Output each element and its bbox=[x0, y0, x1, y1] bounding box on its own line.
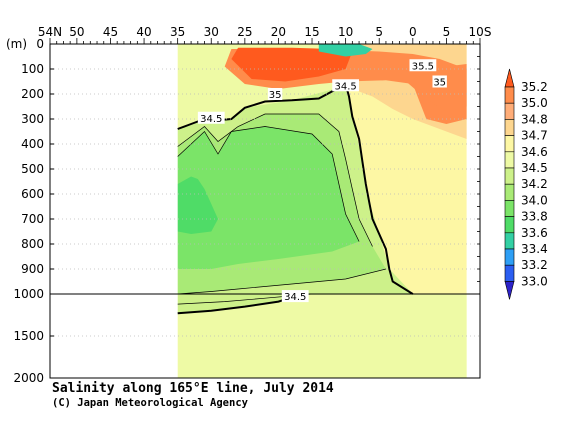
contour-label: 35 bbox=[269, 90, 282, 101]
region-intermediate-core bbox=[177, 176, 218, 234]
colorbar-label: 34.5 bbox=[521, 161, 548, 175]
x-tick-label: 10 bbox=[338, 25, 353, 39]
colorbar: 35.2 35.0 34.8 34.7 34.6 34.5 34.2 34.0 33.8 33.6… bbox=[504, 68, 548, 300]
title-block: Salinity along 165°E line, July 2014 (C)… bbox=[52, 381, 334, 410]
colorbar-swatch bbox=[504, 264, 515, 282]
contour-label: 35 bbox=[433, 78, 446, 89]
colorbar-bottom-arrow bbox=[504, 281, 515, 300]
region-equatorial-max bbox=[406, 64, 467, 112]
colorbar-swatch bbox=[504, 151, 515, 169]
contour-label: 34.5 bbox=[284, 292, 306, 303]
colorbar-label: 34.7 bbox=[521, 129, 548, 143]
contour-thin-1 bbox=[177, 113, 373, 247]
depth-axis: (m) 0 100 200 300 400 500 600 700 800 900 1000 1500 2… bbox=[6, 37, 480, 385]
x-tick-label: 20 bbox=[271, 25, 286, 39]
y-tick-label: 1000 bbox=[13, 287, 44, 301]
colorbar-label: 33.2 bbox=[521, 258, 548, 272]
colorbar-label: 33.6 bbox=[521, 226, 548, 240]
x-tick-label: 50 bbox=[69, 25, 84, 39]
x-tick-label: 30 bbox=[204, 25, 219, 39]
y-tick-label: 200 bbox=[21, 87, 44, 101]
colorbar-label: 34.8 bbox=[521, 112, 548, 126]
x-tick-label: 5 bbox=[375, 25, 383, 39]
x-tick-label: 45 bbox=[103, 25, 118, 39]
contour-label-bg bbox=[432, 75, 447, 88]
no-data-north bbox=[50, 44, 178, 378]
colorbar-top-arrow bbox=[504, 68, 515, 88]
contour-labels: 34.5 35 34.5 35.5 35 34.5 bbox=[197, 59, 447, 303]
colorbar-label: 33.0 bbox=[521, 274, 548, 288]
x-tick-label: 25 bbox=[237, 25, 252, 39]
chart-credit: (C) Japan Meteorological Agency bbox=[52, 397, 248, 409]
colorbar-swatch bbox=[504, 248, 515, 266]
colorbar-swatch bbox=[504, 86, 515, 104]
contour-label-bg bbox=[409, 59, 437, 72]
x-tick-label: 10S bbox=[469, 25, 492, 39]
x-tick-label: 40 bbox=[136, 25, 151, 39]
y-tick-label: 400 bbox=[21, 137, 44, 151]
y-tick-label: 0 bbox=[36, 37, 44, 51]
y-tick-label: 600 bbox=[21, 187, 44, 201]
y-tick-label: 100 bbox=[21, 62, 44, 76]
contour-label: 34.5 bbox=[200, 114, 222, 125]
contour-34-5-front bbox=[344, 83, 414, 295]
colorbar-label: 35.0 bbox=[521, 96, 548, 110]
colorbar-label: 34.0 bbox=[521, 193, 548, 207]
y-tick-label: 900 bbox=[21, 262, 44, 276]
colorbar-swatch bbox=[504, 200, 515, 217]
y-tick-label: 1500 bbox=[13, 329, 44, 343]
x-tick-label: 35 bbox=[170, 25, 185, 39]
colorbar-swatch bbox=[504, 135, 515, 153]
y-tick-label: 300 bbox=[21, 112, 44, 126]
colorbar-swatch bbox=[504, 232, 515, 250]
region-intermediate-min bbox=[177, 126, 360, 269]
y-tick-label: 800 bbox=[21, 237, 44, 251]
colorbar-swatch bbox=[504, 216, 515, 234]
colorbar-label: 34.2 bbox=[521, 177, 548, 191]
colorbar-swatch bbox=[504, 102, 515, 120]
y-tick-label: 700 bbox=[21, 212, 44, 226]
y-tick-label: 2000 bbox=[13, 371, 44, 385]
x-tick-label: 0 bbox=[409, 25, 417, 39]
contour-label-bg bbox=[332, 79, 360, 92]
region-surface-fresh bbox=[318, 44, 373, 57]
colorbar-label: 35.2 bbox=[521, 80, 548, 94]
x-tick-label: 15 bbox=[304, 25, 319, 39]
chart-title: Salinity along 165°E line, July 2014 bbox=[52, 381, 334, 396]
colorbar-swatch bbox=[504, 183, 515, 201]
y-tick-label: 500 bbox=[21, 162, 44, 176]
x-tick-label: 5 bbox=[443, 25, 451, 39]
depth-unit-label: (m) bbox=[6, 37, 27, 51]
x-tick-label: 54N bbox=[38, 25, 62, 39]
region-subtropical-core bbox=[231, 47, 353, 82]
colorbar-swatch bbox=[504, 119, 515, 136]
contour-thin-0 bbox=[177, 126, 360, 242]
colorbar-swatch bbox=[504, 167, 515, 185]
contour-thin-2 bbox=[177, 268, 386, 295]
contour-label: 34.5 bbox=[334, 81, 356, 92]
colorbar-label: 33.4 bbox=[521, 242, 548, 256]
colorbar-label: 34.6 bbox=[521, 145, 548, 159]
colorbar-label: 33.8 bbox=[521, 210, 548, 224]
latitude-axis: 54N 50 45 40 35 30 25 20 15 10 5 0 5 10S bbox=[38, 25, 492, 44]
contour-label: 35.5 bbox=[412, 61, 434, 72]
contour-label-bg bbox=[281, 290, 309, 303]
contour-label-bg bbox=[197, 111, 225, 124]
contour-label-bg bbox=[267, 88, 283, 100]
